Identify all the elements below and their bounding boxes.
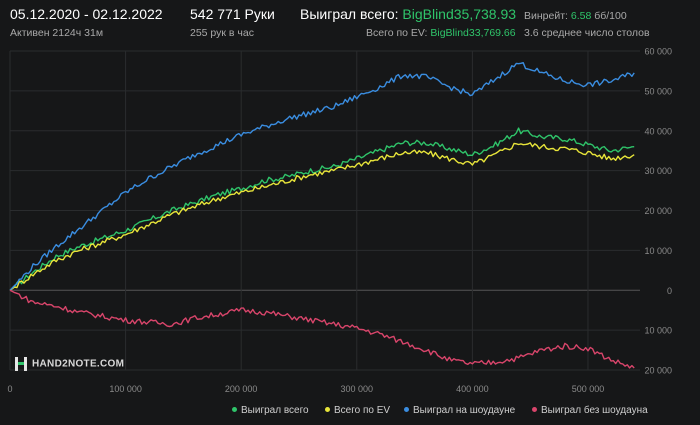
series-line-0 [9, 127, 635, 291]
series-line-3 [9, 289, 635, 369]
winrate-value: 6.58 [570, 10, 592, 22]
legend-label: Выиграл на шоудауне [413, 405, 516, 416]
won-ev-label: Всего по EV: [366, 27, 428, 39]
x-tick-label: 500 000 [572, 384, 605, 394]
chart-lines [9, 62, 635, 369]
x-tick-label: 400 000 [456, 384, 489, 394]
winrate-unit: бб/100 [594, 10, 627, 22]
y-tick-label: 10 000 [644, 246, 672, 256]
x-axis-ticks: 0 100 000 200 000 300 000 400 000 500 000 [7, 384, 604, 394]
won-total-value: BigBlind35,738.93 [402, 6, 517, 22]
y-tick-label: 0 [667, 286, 672, 296]
legend-label: Выиграл всего [241, 405, 309, 416]
legend-dot-icon [532, 406, 537, 412]
y-tick-label: 20 000 [644, 366, 672, 376]
x-tick-label: 100 000 [109, 384, 142, 394]
y-tick-label: 30 000 [644, 166, 672, 176]
series-line-2 [9, 62, 635, 291]
hands-count: 542 771 Руки [190, 6, 275, 22]
legend-item-non-showdown[interactable]: Выиграл без шоудауна [532, 405, 648, 416]
hand2note-logo-text: HAND2NOTE.COM [32, 358, 125, 370]
legend-item-ev[interactable]: Всего по EV [325, 405, 390, 416]
x-tick-label: 300 000 [341, 384, 374, 394]
active-time: Активен 2124ч 31м [10, 27, 104, 39]
legend-dot-icon [404, 406, 409, 412]
date-range: 05.12.2020 - 02.12.2022 [10, 6, 163, 22]
won-total-label: Выиграл всего: [300, 6, 399, 22]
y-tick-label: 40 000 [644, 126, 672, 136]
x-tick-label: 200 000 [225, 384, 258, 394]
x-tick-label: 0 [7, 384, 12, 394]
legend-label: Всего по EV [334, 405, 391, 416]
legend-item-showdown[interactable]: Выиграл на шоудауне [404, 405, 515, 416]
won-ev: Всего по EV: BigBlind33,769.66 [366, 27, 516, 39]
hands-per-hour: 255 рук в час [190, 27, 254, 39]
series-line-1 [9, 142, 635, 291]
legend-dot-icon [325, 406, 330, 412]
winrate: Винрейт: 6.58 бб/100 [524, 10, 627, 22]
legend-item-won-total[interactable]: Выиграл всего [232, 405, 309, 416]
y-tick-label: 20 000 [644, 206, 672, 216]
won-ev-value: BigBlind33,769.66 [430, 27, 516, 39]
y-tick-label: 10 000 [644, 326, 672, 336]
y-tick-label: 50 000 [644, 86, 672, 96]
won-total: Выиграл всего: BigBlind35,738.93 [300, 6, 516, 22]
legend-dot-icon [232, 406, 237, 412]
hand2note-logo: HAND2NOTE.COM [14, 356, 124, 372]
y-tick-label: 60 000 [644, 47, 672, 57]
legend-label: Выиграл без шоудауна [541, 405, 648, 416]
chart-grid [9, 50, 640, 371]
avg-tables: 3.6 среднее число столов [524, 27, 650, 39]
winrate-label: Винрейт: [524, 10, 568, 22]
hand2note-logo-icon [15, 357, 27, 371]
y-axis-ticks: 60 000 50 000 40 000 30 000 20 000 10 000 0 10 … [644, 47, 672, 376]
